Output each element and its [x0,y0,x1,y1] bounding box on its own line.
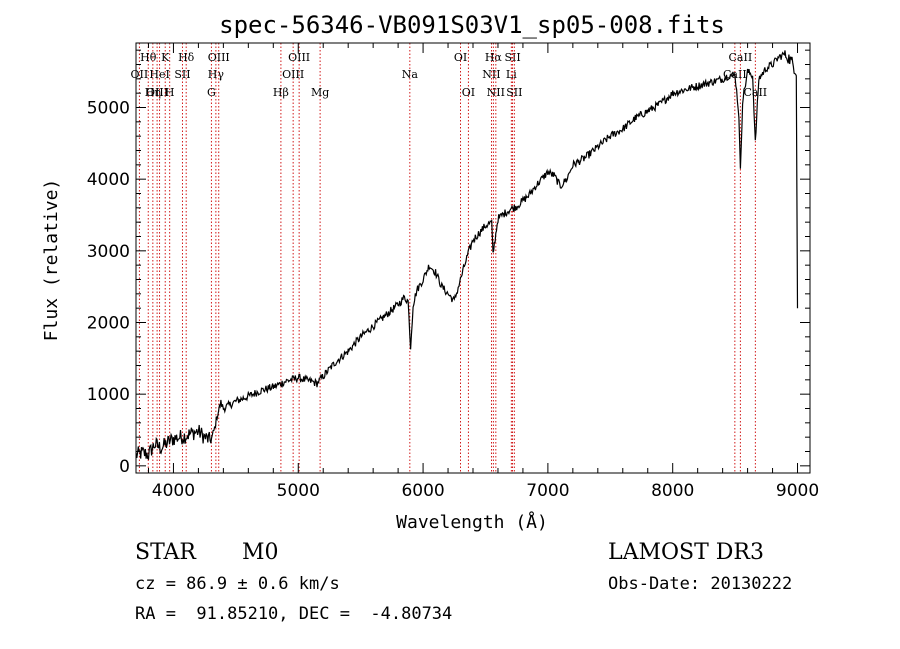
y-axis-label: Flux (relative) [41,179,62,342]
object-subclass: M0 [242,540,279,565]
redshift-readout: cz = 86.9 ± 0.6 km/s [135,574,340,594]
x-tick-label: 7000 [526,481,569,501]
line-marker-label: OI [454,51,467,64]
y-tick-label: 1000 [87,385,130,405]
line-marker-label: SII [504,51,520,64]
line-marker-label: G [207,86,216,99]
line-marker-label: OI [462,86,475,99]
line-marker-label: OIII [282,68,304,81]
y-tick-label: 5000 [87,99,130,119]
plot-frame [135,42,811,474]
line-marker-label: Hδ [178,51,195,64]
x-tick-label: 4000 [152,481,195,501]
line-marker-label: Mg [311,86,329,99]
chart-title: spec-56346-VB091S03V1_sp05-008.fits [219,11,725,39]
survey-name: LAMOST DR3 [608,540,764,565]
y-tick-label: 4000 [87,170,130,190]
line-marker-label: Hβ [273,86,289,99]
line-marker-label: CaII [743,86,767,99]
line-marker-label: OIII [288,51,310,64]
coordinates: RA = 91.85210, DEC = -4.80734 [135,604,453,624]
line-marker-label: Li [506,68,517,81]
line-marker-label: OII [131,68,149,81]
y-tick-label: 3000 [87,242,130,262]
obs-date: Obs-Date: 20130222 [608,574,793,594]
line-marker-label: NII [487,86,505,99]
object-class: STAR [135,540,196,565]
line-marker-label: Hθ [140,51,157,64]
spectrum-line [135,50,799,461]
line-marker-label: SII [506,86,522,99]
line-marker-label: OIII [208,51,230,64]
axis-ticks: 4000 5000 6000 7000 8000 9000 0 1000 2000 3000 400… [87,43,819,501]
line-marker-label: SII [174,68,190,81]
x-axis-label: Wavelength (Å) [396,511,548,533]
y-tick-label: 2000 [87,314,130,334]
line-marker-label: OIII [146,86,168,99]
spectral-line-markers: OIIHθHηOIIIHeIKHSIIHδGHγOIIIHβOIIIOIIIMg… [131,43,767,473]
x-tick-label: 9000 [776,481,819,501]
line-marker-label: HeI [149,68,169,81]
x-tick-label: 8000 [651,481,694,501]
line-marker-label: NII [482,68,500,81]
line-marker-label: Hα [485,51,503,64]
line-marker-label: CaII [729,51,753,64]
line-marker-label: Na [402,68,419,81]
line-marker-label: Hγ [208,68,225,81]
y-tick-label: 0 [119,457,130,477]
x-tick-label: 5000 [277,481,320,501]
line-marker-label: H [165,86,175,99]
x-tick-label: 6000 [401,481,444,501]
line-marker-label: K [161,51,170,64]
